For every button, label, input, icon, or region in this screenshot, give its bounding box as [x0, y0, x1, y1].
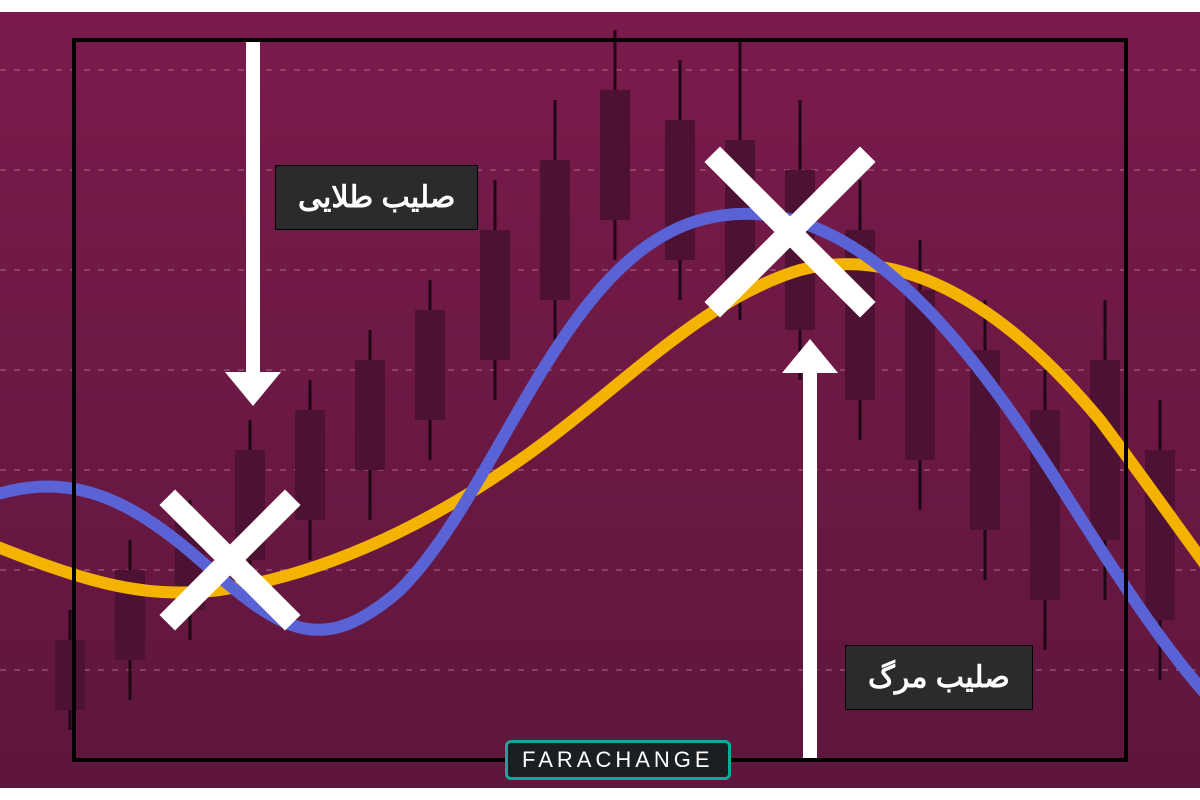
golden-cross-label: صلیب طلایی [275, 165, 478, 230]
chart-stage: صلیب طلایی صلیب مرگ FARACHANGE [0, 0, 1200, 800]
death-cross-label: صلیب مرگ [845, 645, 1033, 710]
brand-logo: FARACHANGE [505, 740, 731, 780]
